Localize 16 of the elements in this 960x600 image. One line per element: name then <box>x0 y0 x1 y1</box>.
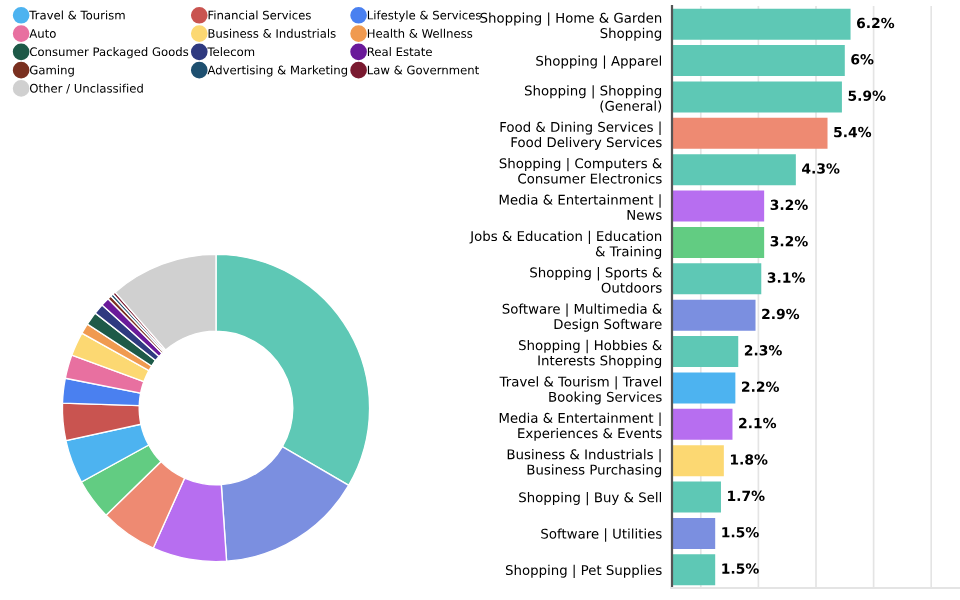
bar <box>672 481 721 513</box>
bar <box>672 554 716 586</box>
bar <box>672 445 724 477</box>
bar <box>672 81 842 113</box>
bar <box>672 226 765 258</box>
bar <box>672 8 851 40</box>
bar <box>672 154 796 186</box>
bar <box>672 299 756 331</box>
bar <box>672 408 733 440</box>
bar <box>672 372 736 404</box>
bar <box>672 117 828 149</box>
bar <box>672 263 762 295</box>
bar <box>672 336 739 368</box>
bar <box>672 190 765 222</box>
bar <box>672 517 716 549</box>
bar <box>672 45 845 77</box>
